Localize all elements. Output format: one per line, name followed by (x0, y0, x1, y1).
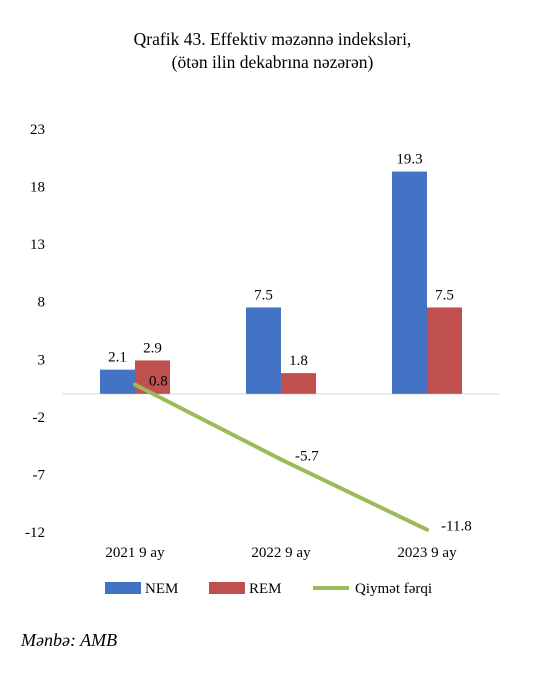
line-series (134, 382, 428, 532)
bar-rem (427, 307, 462, 394)
y-tick-label: 23 (30, 122, 45, 138)
bar-value-label: 7.5 (254, 287, 273, 303)
bar-value-label: 7.5 (435, 287, 454, 303)
line-point (425, 527, 429, 532)
source-note: Mənbə: AMB (21, 630, 118, 650)
y-tick-label: 8 (38, 295, 46, 311)
bar-nem (100, 369, 135, 394)
legend-swatch (105, 582, 141, 594)
y-tick-label: -2 (33, 410, 46, 426)
bar-value-label: 19.3 (396, 152, 422, 168)
chart-title-line2: (ötən ilin dekabrına nəzərən) (171, 52, 374, 72)
y-tick-label: -12 (25, 525, 45, 541)
legend-swatch (209, 582, 245, 594)
line-value-label: 0.8 (149, 374, 168, 390)
legend-label: NEM (145, 581, 178, 597)
x-category-label: 2022 9 ay (251, 545, 311, 561)
line-value-label: -11.8 (441, 519, 472, 535)
x-category-label: 2023 9 ay (397, 545, 457, 561)
line-point (279, 457, 283, 462)
line-value-label: -5.7 (295, 448, 319, 464)
bar-nem (246, 307, 281, 394)
y-tick-label: 18 (30, 180, 45, 196)
legend-label: REM (249, 581, 282, 597)
chart-title: Qrafik 43. Effektiv məzənnə indeksləri, … (0, 28, 545, 74)
chart-title-line1: Qrafik 43. Effektiv məzənnə indeksləri, (133, 29, 412, 49)
y-tick-label: -7 (33, 467, 46, 483)
bar-nem (392, 171, 427, 394)
y-tick-label: 3 (38, 352, 46, 368)
bar-rem (281, 373, 316, 394)
x-category-label: 2021 9 ay (105, 545, 165, 561)
bar-value-label: 1.8 (289, 353, 308, 369)
line-point (133, 382, 137, 387)
bar-value-label: 2.1 (108, 350, 127, 366)
bar-value-label: 2.9 (143, 340, 162, 356)
legend-label: Qiymət fərqi (355, 581, 432, 597)
y-tick-label: 13 (30, 237, 45, 253)
